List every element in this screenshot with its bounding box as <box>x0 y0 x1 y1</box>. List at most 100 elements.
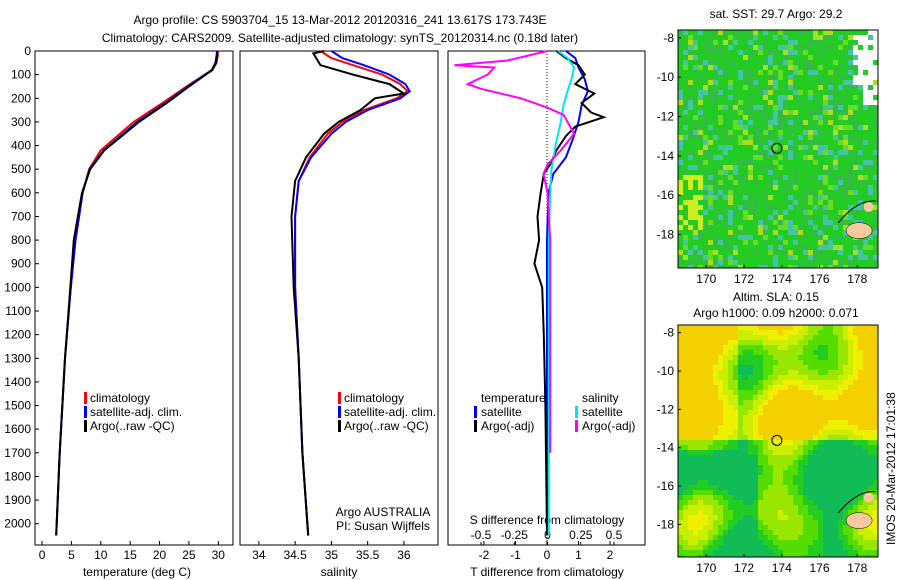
map-cell <box>728 165 733 170</box>
map-cell <box>743 535 748 540</box>
map-cell <box>818 475 823 480</box>
map-cell <box>738 500 743 505</box>
map-cell <box>708 430 713 435</box>
map-cell <box>833 485 838 490</box>
map-cell <box>728 170 733 175</box>
map-cell <box>708 50 713 55</box>
map-cell <box>818 110 823 115</box>
map-cell <box>768 125 773 130</box>
legend-swatch <box>338 392 341 404</box>
map-cell <box>808 470 813 475</box>
map-cell <box>838 340 843 345</box>
map-cell <box>808 410 813 415</box>
map-cell <box>753 105 758 110</box>
map-cell <box>858 370 863 375</box>
map-cell <box>683 330 688 335</box>
map-cell <box>703 115 708 120</box>
map-cell <box>718 340 723 345</box>
map-cell <box>713 430 718 435</box>
map-cell <box>683 450 688 455</box>
map-cell <box>808 65 813 70</box>
map-cell <box>848 65 853 70</box>
map-cell <box>838 120 843 125</box>
map-cell <box>843 425 848 430</box>
map-cell <box>718 195 723 200</box>
map-cell <box>698 175 703 180</box>
map-cell <box>783 490 788 495</box>
map-cell <box>748 405 753 410</box>
map-cell <box>873 400 878 405</box>
map-cell <box>748 85 753 90</box>
map-cell <box>753 325 758 330</box>
map-cell <box>848 175 853 180</box>
map-cell <box>868 360 873 365</box>
map-cell <box>738 250 743 255</box>
map-cell <box>748 520 753 525</box>
map-cell <box>703 365 708 370</box>
map-cell <box>688 210 693 215</box>
map-cell <box>723 100 728 105</box>
map-cell <box>693 325 698 330</box>
map-cell <box>683 340 688 345</box>
map-cell <box>728 115 733 120</box>
map-cell <box>763 105 768 110</box>
map-cell <box>778 85 783 90</box>
map-cell <box>753 500 758 505</box>
map-cell <box>858 165 863 170</box>
map-cell <box>703 345 708 350</box>
map-cell <box>678 255 683 260</box>
map-cell <box>713 215 718 220</box>
map-cell <box>748 245 753 250</box>
map-cell <box>838 530 843 535</box>
map-cell <box>738 70 743 75</box>
map-cell <box>863 470 868 475</box>
map-cell <box>843 55 848 60</box>
map-cell <box>738 80 743 85</box>
map-cell <box>783 535 788 540</box>
map-cell <box>853 180 858 185</box>
map-cell <box>833 175 838 180</box>
map-cell <box>773 90 778 95</box>
map-cell <box>843 205 848 210</box>
map-cell <box>818 375 823 380</box>
lon-tick-label: 172 <box>734 561 754 575</box>
map-cell <box>808 170 813 175</box>
map-cell <box>763 405 768 410</box>
map-cell <box>703 230 708 235</box>
map-cell <box>698 400 703 405</box>
map-cell <box>708 45 713 50</box>
map-cell <box>713 135 718 140</box>
map-cell <box>753 265 758 268</box>
map-cell <box>768 85 773 90</box>
map-cell <box>808 430 813 435</box>
map-cell <box>768 385 773 390</box>
map-cell <box>828 180 833 185</box>
map-cell <box>763 215 768 220</box>
map-cell <box>718 425 723 430</box>
map-cell <box>748 345 753 350</box>
map-cell <box>718 35 723 40</box>
map-cell <box>728 360 733 365</box>
map-cell <box>823 380 828 385</box>
map-cell <box>678 470 683 475</box>
map-cell <box>678 185 683 190</box>
map-cell <box>818 200 823 205</box>
map-cell <box>803 525 808 530</box>
map-cell <box>708 90 713 95</box>
map-cell <box>773 545 778 550</box>
map-cell <box>778 365 783 370</box>
map-cell <box>678 245 683 250</box>
map-cell <box>818 545 823 550</box>
map-cell <box>683 530 688 535</box>
map-cell <box>798 265 803 268</box>
map-cell <box>758 250 763 255</box>
map-cell <box>793 325 798 330</box>
map-cell <box>843 165 848 170</box>
map-cell <box>743 55 748 60</box>
lon-tick-label: 178 <box>847 272 867 286</box>
map-cell <box>778 255 783 260</box>
map-cell <box>858 265 863 268</box>
map-cell <box>838 145 843 150</box>
map-cell <box>678 130 683 135</box>
